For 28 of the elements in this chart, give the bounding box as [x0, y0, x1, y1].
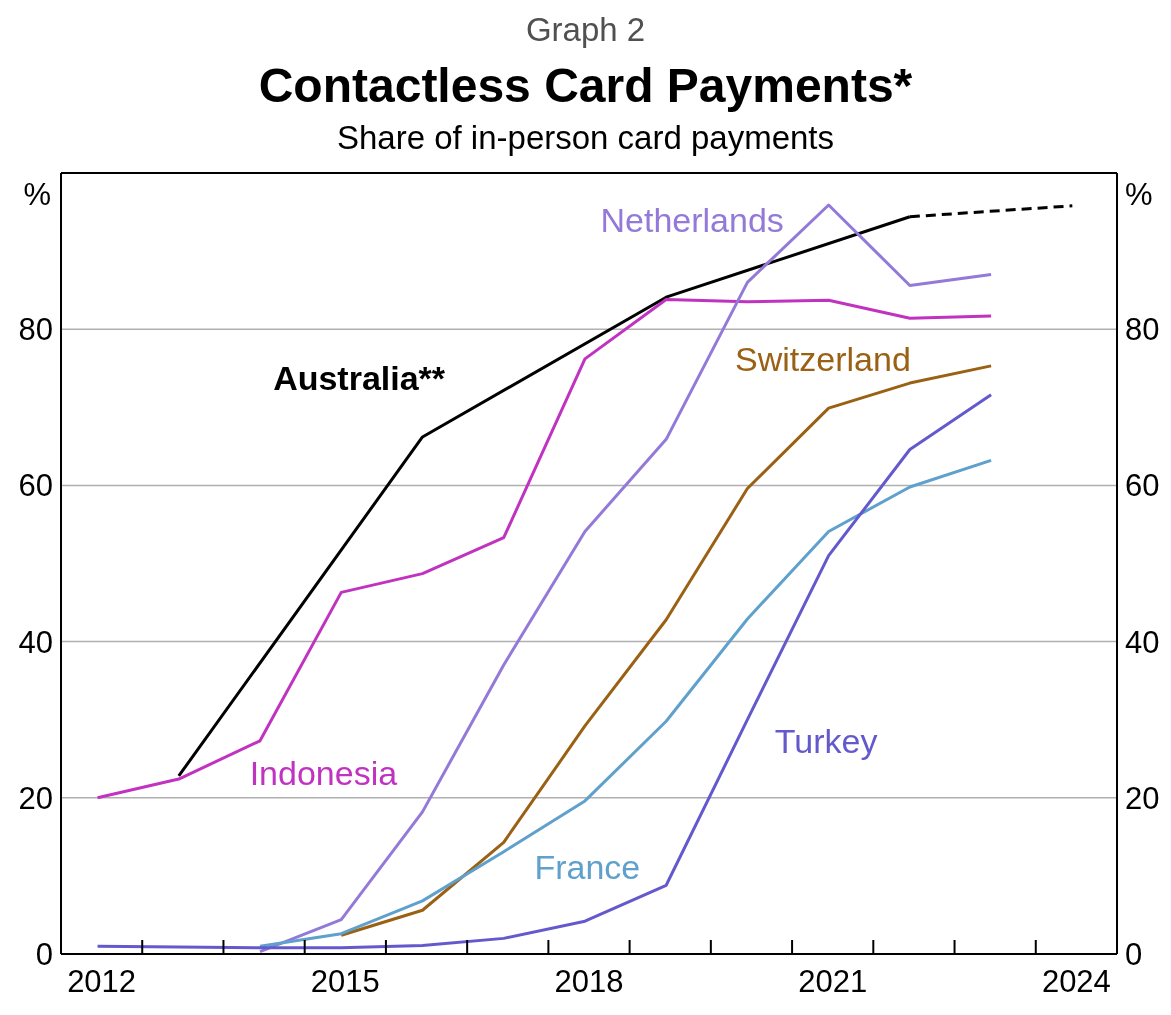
y2-tick-label: 0 — [1125, 937, 1143, 972]
chart-title: Contactless Card Payments* — [257, 58, 914, 114]
y-tick-label: 80 — [18, 312, 53, 348]
y2-tick-label: 40 — [1125, 624, 1160, 660]
line-series — [96, 298, 993, 800]
series-label: Australia** — [273, 359, 446, 398]
series-label: France — [534, 848, 641, 887]
x-tick-label: 2024 — [1041, 964, 1111, 999]
y2-axis-title: % — [1125, 177, 1153, 212]
y2-tick-label: 20 — [1125, 780, 1160, 816]
caption: Graph 2 — [524, 10, 647, 50]
y-tick-label: 40 — [18, 624, 53, 660]
y-tick-label: 0 — [35, 937, 53, 972]
y-tick-label: 60 — [18, 468, 53, 504]
y2-tick-label: 80 — [1125, 312, 1160, 348]
x-tick-label: 2018 — [554, 964, 624, 999]
series-label: Netherlands — [600, 200, 784, 239]
chart-subtitle: Share of in-person card payments — [335, 118, 836, 158]
series-label: Indonesia — [249, 753, 398, 792]
x-tick-label: 2015 — [310, 964, 380, 999]
series-label: Turkey — [774, 721, 878, 760]
series-label: Switzerland — [735, 340, 911, 379]
y-axis-title: % — [23, 177, 51, 212]
y2-tick-label: 60 — [1125, 468, 1160, 504]
x-tick-label: 2012 — [67, 964, 137, 999]
y-tick-label: 20 — [18, 780, 53, 816]
line-series — [96, 393, 993, 950]
x-tick-label: 2021 — [798, 964, 868, 999]
